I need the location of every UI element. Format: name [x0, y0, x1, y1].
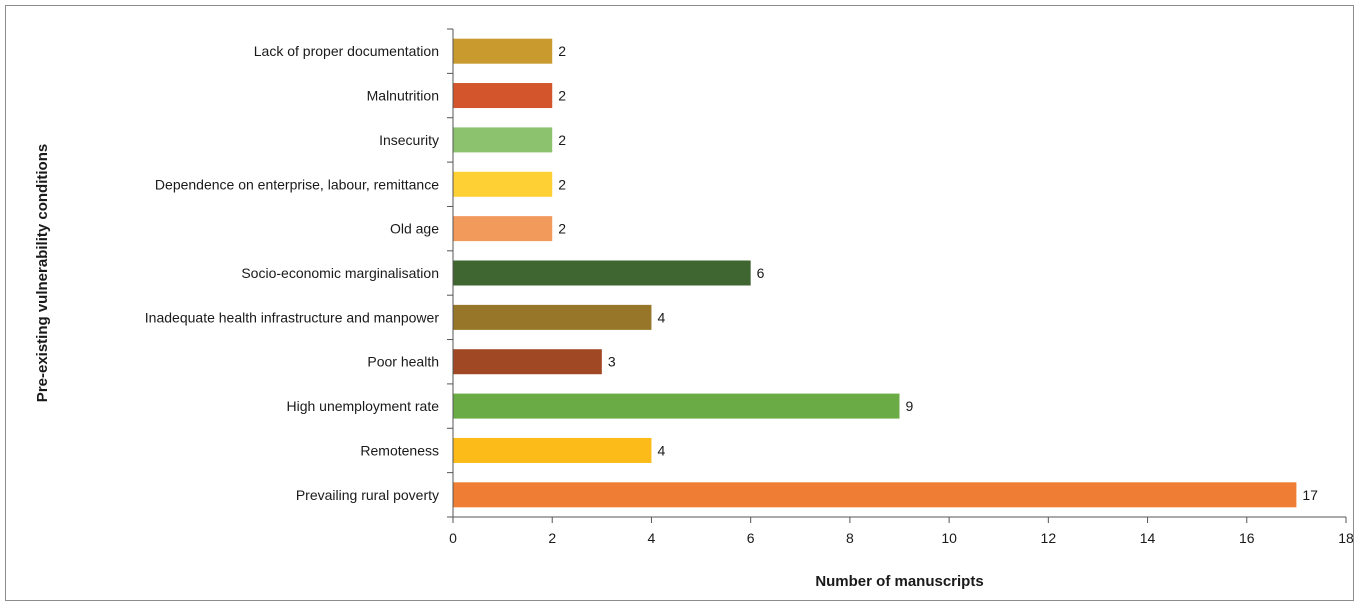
x-tick-label: 4 — [648, 530, 656, 546]
category-label: Old age — [390, 221, 439, 237]
bars-group: 2 Lack of proper documentation 2 Malnutriti… — [145, 38, 1318, 508]
x-tick-label: 8 — [846, 530, 854, 546]
x-tick-label: 16 — [1239, 530, 1255, 546]
bar — [453, 216, 553, 242]
ticks-group: 0 2 4 6 8 10 12 14 16 18 — [447, 28, 1354, 546]
category-label: Lack of proper documentation — [254, 43, 439, 59]
bar — [453, 393, 900, 419]
data-label: 17 — [1302, 487, 1318, 503]
bar — [453, 171, 553, 197]
data-label: 2 — [558, 176, 566, 192]
x-tick-label: 12 — [1041, 530, 1057, 546]
category-label: High unemployment rate — [286, 398, 439, 414]
category-label: Insecurity — [379, 132, 439, 148]
x-tick-label: 10 — [941, 530, 957, 546]
data-label: 2 — [558, 43, 566, 59]
data-label: 2 — [558, 88, 566, 104]
bar — [453, 127, 553, 153]
bar — [453, 260, 751, 286]
data-label: 4 — [657, 309, 665, 325]
x-tick-label: 6 — [747, 530, 755, 546]
category-label: Poor health — [367, 354, 439, 370]
axes-group — [452, 29, 1346, 518]
category-label: Dependence on enterprise, labour, remitt… — [155, 176, 439, 192]
data-label: 3 — [608, 354, 616, 370]
y-axis-title: Pre-existing vulnerability conditions — [34, 144, 51, 402]
data-label: 2 — [558, 221, 566, 237]
bar — [453, 304, 652, 330]
x-axis-title: Number of manuscripts — [815, 573, 983, 590]
data-label: 6 — [757, 265, 765, 281]
bar — [453, 349, 602, 375]
x-tick-label: 2 — [548, 530, 556, 546]
data-label: 4 — [657, 442, 665, 458]
bar — [453, 482, 1297, 508]
x-tick-label: 0 — [449, 530, 457, 546]
category-label: Remoteness — [360, 442, 439, 458]
bar — [453, 38, 553, 64]
category-label: Malnutrition — [367, 88, 439, 104]
bar — [453, 437, 652, 463]
category-label: Prevailing rural poverty — [296, 487, 439, 503]
bar — [453, 83, 553, 109]
x-tick-label: 18 — [1338, 530, 1354, 546]
category-label: Socio-economic marginalisation — [241, 265, 439, 281]
data-label: 9 — [906, 398, 914, 414]
x-tick-label: 14 — [1140, 530, 1156, 546]
data-label: 2 — [558, 132, 566, 148]
category-label: Inadequate health infrastructure and man… — [145, 309, 440, 325]
chart-frame — [5, 5, 1354, 601]
